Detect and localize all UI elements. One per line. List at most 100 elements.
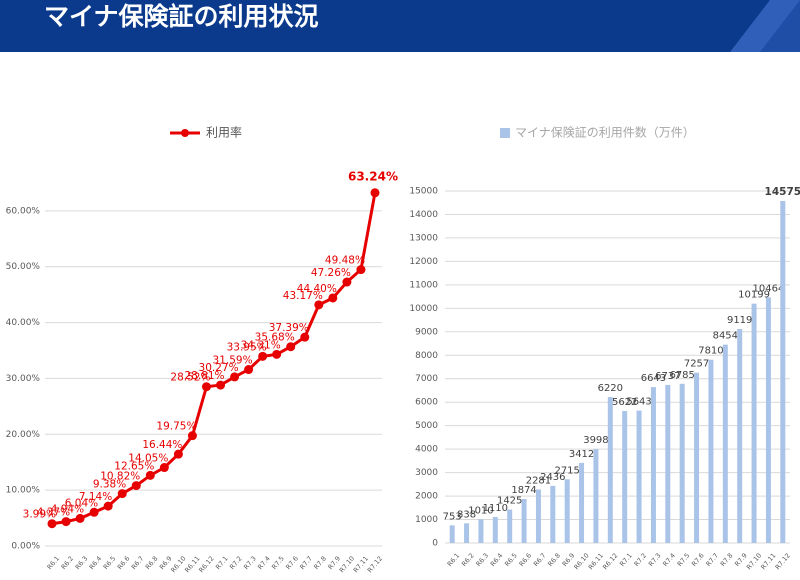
- data-label: 1425: [497, 496, 522, 507]
- y-tick-label: 40.00%: [6, 318, 41, 328]
- data-label: 35.68%: [255, 332, 295, 344]
- point: [370, 188, 380, 198]
- point: [201, 382, 211, 392]
- point: [159, 463, 169, 473]
- x-tick-label: R7.4: [256, 555, 272, 572]
- data-label: 44.40%: [297, 283, 337, 295]
- data-label: 28.52%: [170, 372, 210, 384]
- data-label: 33.95%: [227, 341, 267, 353]
- point: [300, 332, 310, 342]
- data-label: 1874: [511, 485, 536, 496]
- x-tick-label: R6.2: [460, 552, 476, 569]
- y-tick-label: 11000: [409, 280, 438, 290]
- data-label: 2436: [540, 472, 565, 483]
- data-label: 5643: [626, 397, 651, 408]
- bar: [449, 525, 455, 543]
- x-tick-label: R7.8: [312, 555, 328, 572]
- y-tick-label: 9000: [415, 327, 438, 337]
- data-label: 10.82%: [100, 471, 140, 483]
- bar: [665, 384, 671, 543]
- bar: [751, 303, 757, 543]
- x-tick-label: R6.8: [546, 552, 562, 569]
- point: [328, 293, 338, 303]
- y-tick-label: 0.00%: [11, 542, 40, 552]
- point: [216, 380, 226, 390]
- y-tick-label: 3000: [415, 468, 438, 478]
- y-tick-label: 50.00%: [6, 262, 41, 272]
- x-tick-label: R6.4: [489, 552, 505, 569]
- y-tick-label: 7000: [415, 374, 438, 384]
- x-tick-label: R6.1: [46, 555, 62, 572]
- x-tick-label: R6.5: [102, 555, 118, 572]
- x-tick-label: R7.12: [366, 555, 384, 575]
- data-label: 838: [457, 509, 476, 520]
- data-label: 10464: [753, 283, 785, 294]
- bar: [593, 449, 599, 543]
- header-stripe: [760, 0, 800, 52]
- x-tick-label: R7.5: [676, 552, 692, 569]
- y-tick-label: 20.00%: [6, 430, 41, 440]
- y-tick-label: 10.00%: [6, 486, 41, 496]
- point: [89, 507, 99, 517]
- x-tick-label: R7.7: [704, 552, 720, 569]
- data-label: 31.59%: [213, 355, 253, 367]
- bar: [579, 462, 585, 543]
- bar: [650, 387, 656, 543]
- data-label: 5622: [612, 397, 637, 408]
- y-tick-label: 1000: [415, 515, 438, 525]
- bar: [564, 479, 570, 543]
- y-tick-label: 4000: [415, 445, 438, 455]
- data-label: 8454: [713, 331, 738, 342]
- point: [272, 349, 282, 359]
- header-band: [0, 0, 800, 52]
- x-tick-label: R6.6: [518, 552, 534, 569]
- data-label: 9.38%: [93, 479, 126, 491]
- bar: [550, 485, 556, 543]
- data-label: 3998: [583, 435, 608, 446]
- x-tick-label: R6.8: [144, 555, 160, 572]
- y-tick-label: 6000: [415, 398, 438, 408]
- y-tick-label: 2000: [415, 492, 438, 502]
- data-label: 49.48%: [325, 255, 365, 267]
- y-tick-label: 8000: [415, 351, 438, 361]
- data-label: 16.44%: [142, 439, 182, 451]
- point: [61, 517, 71, 527]
- point: [103, 501, 113, 511]
- x-tick-label: R7.1: [214, 555, 230, 572]
- x-tick-label: R7.6: [284, 555, 300, 572]
- x-tick-label: R6.12: [197, 555, 215, 575]
- x-tick-label: R6.2: [60, 555, 76, 572]
- data-label: 2281: [526, 475, 551, 486]
- data-label: 10199: [738, 290, 770, 301]
- point: [342, 277, 352, 287]
- point: [314, 300, 324, 310]
- data-label: 6785: [669, 370, 694, 381]
- data-label: 4.94%: [51, 503, 84, 515]
- x-tick-label: R7.3: [647, 552, 663, 569]
- bar: [507, 509, 513, 543]
- bar: [636, 410, 642, 543]
- y-tick-label: 13000: [409, 233, 438, 243]
- x-tick-label: R6.7: [532, 552, 548, 569]
- x-tick-label: R7.3: [242, 555, 258, 572]
- data-label: 14575: [765, 186, 800, 198]
- data-label: 1010: [468, 505, 493, 516]
- x-tick-label: R7.5: [270, 555, 286, 572]
- y-tick-label: 14000: [409, 210, 438, 220]
- x-tick-label: R6.6: [116, 555, 132, 572]
- legend-label: マイナ保険証の利用件数（万件）: [515, 125, 695, 140]
- x-tick-label: R7.8: [719, 552, 735, 569]
- bar: [464, 523, 470, 543]
- x-tick-label: R7.4: [661, 552, 677, 569]
- y-tick-label: 60.00%: [6, 206, 41, 216]
- data-label: 6737: [655, 371, 680, 382]
- point: [230, 372, 240, 382]
- point: [356, 265, 366, 275]
- bar: [607, 397, 613, 543]
- x-tick-label: R7.6: [690, 552, 706, 569]
- legend-marker: [181, 129, 189, 137]
- x-tick-label: R6.4: [88, 555, 104, 572]
- bar: [722, 344, 728, 543]
- x-tick-label: R7.12: [774, 552, 792, 572]
